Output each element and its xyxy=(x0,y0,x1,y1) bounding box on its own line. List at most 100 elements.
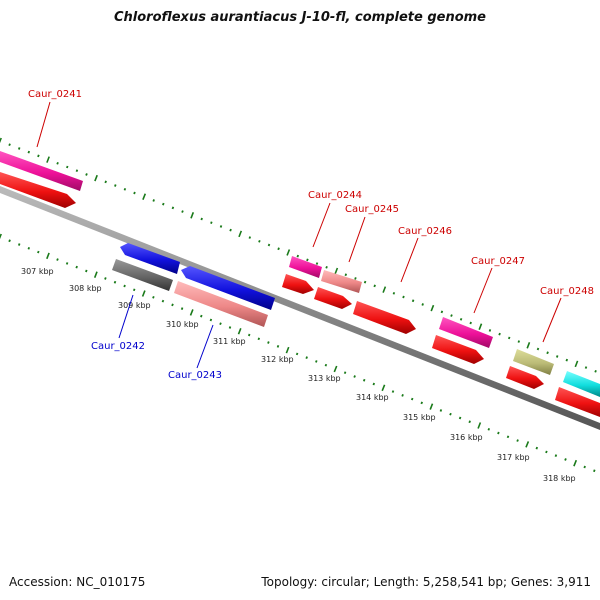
tick-dot-inner-25 xyxy=(237,328,242,335)
gene-label-caur-0244[interactable]: Caur_0244 xyxy=(308,190,362,201)
gene-label-caur-0243[interactable]: Caur_0243 xyxy=(168,370,222,381)
feature-caur-0241-outer[interactable] xyxy=(0,151,83,191)
feature-next-cds[interactable] xyxy=(555,387,600,417)
tick-dot-outer-51 xyxy=(488,329,492,332)
tick-dot-inner-33 xyxy=(315,360,318,363)
tick-dot-inner-44 xyxy=(420,401,424,405)
feature-caur-0245-outer[interactable] xyxy=(321,270,362,293)
tick-dot-inner-39 xyxy=(372,382,376,386)
tick-dot-inner-43 xyxy=(410,397,414,401)
gene-label-caur-0242[interactable]: Caur_0242 xyxy=(91,341,145,352)
feature-caur-0242-cds[interactable] xyxy=(120,243,180,274)
feature-caur-0248-outer[interactable] xyxy=(513,349,554,375)
tick-dot-outer-1 xyxy=(8,143,11,147)
gene-label-caur-0245[interactable]: Caur_0245 xyxy=(345,204,399,215)
tick-dot-inner-12 xyxy=(113,280,117,284)
tick-label-316: 316 kbp xyxy=(450,433,483,442)
tick-dot-outer-33 xyxy=(315,262,319,265)
tick-dot-outer-12 xyxy=(114,184,117,187)
tick-dot-inner-40 xyxy=(381,384,386,392)
feature-caur-0247-cds[interactable] xyxy=(432,335,484,364)
tick-dot-outer-29 xyxy=(277,247,280,251)
tick-dot-outer-39 xyxy=(373,284,376,288)
tick-dot-inner-34 xyxy=(324,363,328,367)
tick-dots-inner xyxy=(0,233,596,473)
tick-dot-inner-20 xyxy=(189,309,194,316)
tick-dot-inner-53 xyxy=(506,435,510,439)
tick-dot-inner-56 xyxy=(535,446,539,450)
tick-dot-inner-19 xyxy=(180,307,184,311)
feature-caur-0245-cds[interactable] xyxy=(314,287,352,309)
leader-caur-0246 xyxy=(400,237,419,283)
tick-label-317: 317 kbp xyxy=(497,453,530,462)
tick-dot-outer-5 xyxy=(46,156,50,163)
tick-dot-inner-46 xyxy=(439,409,443,412)
tick-dot-outer-13 xyxy=(123,187,127,191)
gene-label-caur-0247[interactable]: Caur_0247 xyxy=(471,256,525,267)
tick-dot-outer-28 xyxy=(267,243,271,247)
tick-dot-inner-29 xyxy=(276,344,280,348)
tick-dot-inner-62 xyxy=(593,469,596,473)
tick-dot-outer-22 xyxy=(210,221,213,224)
feature-caur-0243-outer[interactable] xyxy=(174,281,268,327)
tick-dot-inner-27 xyxy=(257,337,261,341)
tick-dot-outer-31 xyxy=(296,254,300,258)
tick-dot-inner-32 xyxy=(305,356,308,360)
tick-dot-outer-60 xyxy=(574,360,579,368)
tick-dot-outer-3 xyxy=(27,150,31,154)
tick-dot-inner-4 xyxy=(37,250,40,254)
tick-dot-outer-19 xyxy=(181,210,184,213)
tick-dot-inner-22 xyxy=(209,318,213,322)
feature-caur-0241-cds[interactable] xyxy=(0,172,76,208)
tick-dot-outer-0 xyxy=(0,137,2,144)
backbone xyxy=(0,186,600,430)
tick-dot-inner-59 xyxy=(564,458,567,461)
tick-label-314: 314 kbp xyxy=(356,393,389,402)
feature-caur-0244-cds[interactable] xyxy=(282,274,314,294)
tick-dot-inner-18 xyxy=(171,303,174,307)
gene-label-caur-0246[interactable]: Caur_0246 xyxy=(398,226,452,237)
tick-label-309: 309 kbp xyxy=(118,301,151,310)
tick-dots-outer xyxy=(0,137,597,373)
gene-labels: Caur_0241 Caur_0242 Caur_0243 Caur_0244 … xyxy=(28,89,594,381)
tick-label-312: 312 kbp xyxy=(261,355,294,364)
tick-dot-inner-38 xyxy=(362,378,366,382)
tick-dot-inner-54 xyxy=(516,439,519,442)
feature-caur-0246-cds[interactable] xyxy=(353,301,416,334)
leader-caur-0241 xyxy=(36,101,51,148)
tick-dot-inner-28 xyxy=(267,341,270,344)
tick-dot-inner-36 xyxy=(343,371,347,375)
tick-dot-outer-54 xyxy=(517,340,521,343)
tick-dot-outer-14 xyxy=(133,191,136,195)
tick-dot-outer-8 xyxy=(75,169,79,173)
forward-features xyxy=(0,151,600,417)
tick-dot-inner-37 xyxy=(353,375,356,378)
tick-dot-outer-38 xyxy=(363,280,367,284)
tick-dot-outer-9 xyxy=(85,173,88,176)
tick-dot-inner-48 xyxy=(458,416,462,420)
tick-dot-inner-2 xyxy=(17,243,21,246)
tick-dot-inner-0 xyxy=(0,233,2,240)
feature-caur-0242-outer[interactable] xyxy=(112,259,173,291)
tick-dot-inner-30 xyxy=(285,346,290,354)
gene-label-caur-0248[interactable]: Caur_0248 xyxy=(540,286,594,297)
tick-dot-inner-35 xyxy=(333,365,338,373)
tick-dot-inner-24 xyxy=(228,326,232,329)
leader-caur-0243 xyxy=(196,324,214,369)
feature-caur-0244-outer[interactable] xyxy=(289,256,322,278)
tick-dot-inner-47 xyxy=(449,412,452,416)
tick-dot-outer-23 xyxy=(219,225,223,228)
feature-next-outer[interactable] xyxy=(563,371,600,397)
feature-caur-0248-cds[interactable] xyxy=(506,366,544,389)
tick-dot-inner-41 xyxy=(391,390,395,393)
tick-dot-inner-11 xyxy=(104,277,107,280)
leader-caur-0248 xyxy=(542,297,562,343)
backbone-bar xyxy=(0,186,600,430)
feature-caur-0243-cds[interactable] xyxy=(181,266,275,310)
tick-dot-outer-30 xyxy=(286,249,291,256)
gene-label-caur-0241[interactable]: Caur_0241 xyxy=(28,89,82,100)
tick-dot-inner-61 xyxy=(583,465,586,469)
tick-dot-outer-62 xyxy=(594,369,597,373)
feature-caur-0247-outer[interactable] xyxy=(439,317,493,348)
tick-dot-outer-47 xyxy=(450,314,453,317)
